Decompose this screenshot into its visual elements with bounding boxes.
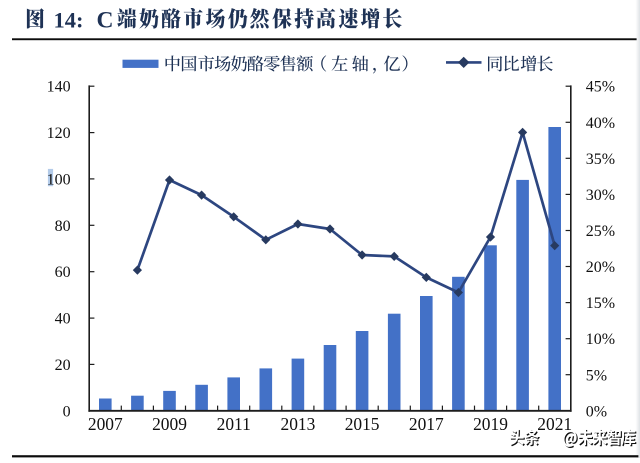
svg-text:140: 140 <box>47 79 71 96</box>
svg-text:35%: 35% <box>586 151 615 168</box>
svg-text:2021: 2021 <box>537 414 572 434</box>
svg-text:30%: 30% <box>586 187 615 204</box>
svg-text:5%: 5% <box>586 367 607 384</box>
svg-text:C: C <box>97 7 114 33</box>
svg-text:2017: 2017 <box>409 414 444 434</box>
svg-text:2019: 2019 <box>473 414 508 434</box>
svg-text:45%: 45% <box>586 79 615 96</box>
svg-text:20%: 20% <box>586 259 615 276</box>
svg-text:25%: 25% <box>586 223 615 240</box>
svg-text:15%: 15% <box>586 295 615 312</box>
svg-text:2009: 2009 <box>152 414 187 434</box>
svg-text:120: 120 <box>47 125 71 142</box>
svg-text:2007: 2007 <box>88 414 123 434</box>
svg-text:40: 40 <box>55 311 71 328</box>
svg-text:0: 0 <box>63 403 71 420</box>
svg-text:100: 100 <box>47 172 71 189</box>
svg-text:10%: 10% <box>586 331 615 348</box>
svg-text:14:: 14: <box>54 7 84 32</box>
svg-text:2011: 2011 <box>217 414 251 434</box>
svg-text:2013: 2013 <box>281 414 316 434</box>
svg-text:2015: 2015 <box>345 414 380 434</box>
svg-text:80: 80 <box>55 218 71 235</box>
svg-text:20: 20 <box>55 357 71 374</box>
svg-text:60: 60 <box>55 264 71 281</box>
svg-text:0%: 0% <box>586 403 607 420</box>
svg-text:40%: 40% <box>586 115 615 132</box>
